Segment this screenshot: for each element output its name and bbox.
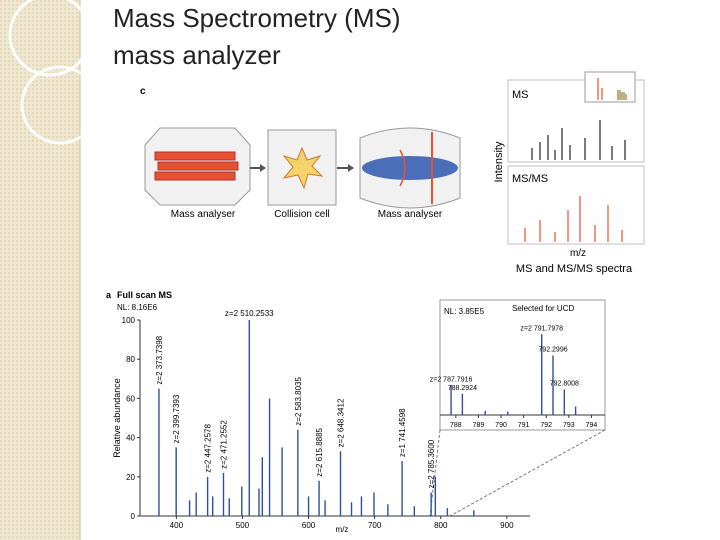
- y-tick-label: 100: [122, 316, 136, 325]
- x-tick-label: 600: [302, 521, 316, 530]
- peak-label: 792.2996: [538, 347, 567, 354]
- slide-title: Mass Spectrometry (MS): [113, 3, 401, 33]
- x-tick-label: 788: [450, 422, 462, 429]
- y-tick-label: 40: [126, 434, 135, 443]
- panel-label: c: [140, 86, 146, 97]
- peak-label: z=2 583.8035: [294, 376, 303, 425]
- chart-subtitle: NL: 8.16E6: [117, 303, 158, 312]
- deco-circle: [8, 0, 92, 77]
- peak-label: 788.2924: [448, 385, 477, 392]
- peak-label: z=2 447.2578: [204, 424, 213, 473]
- x-tick-label: 400: [170, 521, 184, 530]
- peak-label: z=2 373.7398: [155, 335, 164, 384]
- stage-label: Mass analyser: [171, 209, 236, 220]
- peak-label: z=2 648.3412: [336, 398, 345, 447]
- slide-title: mass analyzer: [113, 40, 281, 70]
- x-tick-label: 800: [434, 521, 448, 530]
- y-tick-label: 0: [131, 512, 136, 521]
- mini-spectra: [507, 71, 645, 245]
- x-tick-label: 500: [236, 521, 250, 530]
- x-tick-label: 791: [518, 422, 530, 429]
- peak-label: z=2 791.7978: [520, 325, 563, 332]
- zoom-guides: [429, 429, 606, 517]
- x-tick-label: 789: [473, 422, 485, 429]
- schematic: [144, 127, 461, 209]
- stage-label: Mass analyser: [378, 209, 443, 220]
- y-tick-label: 80: [126, 355, 135, 364]
- peak-label: z=2 510.2533: [225, 309, 274, 318]
- axis-label: m/z: [336, 525, 349, 534]
- x-tick-label: 794: [586, 422, 598, 429]
- peak-label: z=1 741.4598: [398, 408, 407, 457]
- inset-frame: [439, 299, 606, 431]
- inset-annotation: Selected for UCD: [512, 304, 574, 313]
- side-strip: [0, 0, 80, 540]
- inset-subtitle: NL: 3.85E5: [444, 307, 485, 316]
- deco-circle: [20, 65, 100, 145]
- peak-label: z=2 471.2552: [219, 420, 228, 469]
- y-tick-label: 20: [126, 473, 135, 482]
- axis-label: Relative abundance: [112, 378, 122, 458]
- stage-label: Collision cell: [274, 209, 330, 220]
- x-tick-label: 700: [368, 521, 382, 530]
- axis-label: Intensity: [493, 141, 505, 182]
- chart-title: Full scan MS: [117, 290, 172, 300]
- peak-label: z=2 785.3600: [427, 439, 436, 488]
- x-tick-label: 900: [500, 521, 514, 530]
- spectrum-label: MS/MS: [512, 173, 548, 185]
- x-tick-label: 792: [540, 422, 552, 429]
- x-tick-label: 790: [495, 422, 507, 429]
- peak-label: z=2 615.8885: [315, 427, 324, 476]
- panel-label: a: [106, 290, 112, 300]
- y-tick-label: 60: [126, 394, 135, 403]
- peak-label: 792.8008: [550, 381, 579, 388]
- peak-label: z=2 787.7916: [430, 376, 473, 383]
- axis-label: m/z: [570, 248, 586, 259]
- spectrum-label: MS: [512, 89, 529, 101]
- caption: MS and MS/MS spectra: [516, 263, 633, 275]
- peak-label: z=2 399.7393: [172, 394, 181, 443]
- x-tick-label: 793: [563, 422, 575, 429]
